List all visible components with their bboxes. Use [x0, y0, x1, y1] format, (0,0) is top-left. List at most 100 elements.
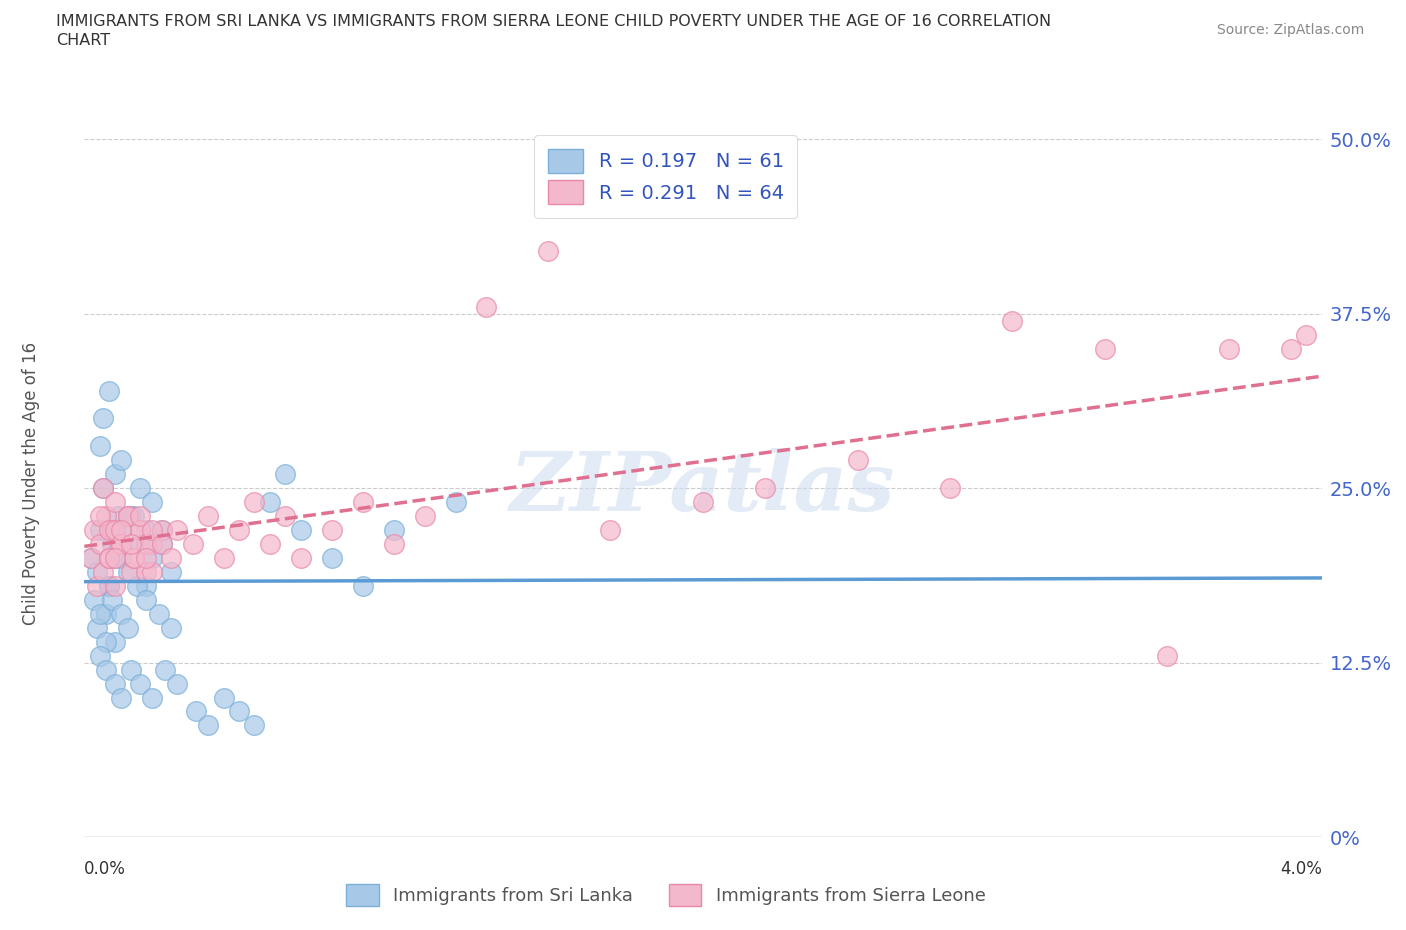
Point	[94, 509, 117, 524]
Point	[110, 523, 132, 538]
Point	[117, 620, 139, 635]
Point	[110, 537, 132, 551]
Point	[98, 551, 121, 565]
Point	[98, 578, 121, 593]
Point	[135, 523, 157, 538]
Point	[197, 509, 219, 524]
Point	[107, 509, 129, 524]
Point	[110, 690, 132, 705]
Point	[141, 565, 163, 579]
Point	[122, 509, 145, 524]
Point	[129, 481, 152, 496]
Point	[101, 523, 124, 538]
Point	[104, 676, 127, 691]
Text: 4.0%: 4.0%	[1279, 860, 1322, 878]
Point	[228, 704, 250, 719]
Point	[135, 565, 157, 579]
Point	[110, 537, 132, 551]
Point	[413, 509, 436, 524]
Point	[160, 620, 183, 635]
Point	[135, 537, 157, 551]
Point	[141, 551, 163, 565]
Point	[1094, 341, 1116, 356]
Point	[321, 551, 343, 565]
Point	[228, 523, 250, 538]
Point	[104, 523, 127, 538]
Point	[129, 676, 152, 691]
Text: IMMIGRANTS FROM SRI LANKA VS IMMIGRANTS FROM SIERRA LEONE CHILD POVERTY UNDER TH: IMMIGRANTS FROM SRI LANKA VS IMMIGRANTS …	[56, 14, 1052, 29]
Point	[120, 565, 142, 579]
Point	[89, 648, 111, 663]
Point	[274, 467, 297, 482]
Point	[120, 537, 142, 551]
Point	[243, 495, 266, 510]
Point	[110, 606, 132, 621]
Point	[129, 537, 152, 551]
Point	[382, 537, 405, 551]
Point	[141, 690, 163, 705]
Point	[120, 662, 142, 677]
Point	[599, 523, 621, 538]
Text: ZIPatlas: ZIPatlas	[510, 448, 896, 528]
Legend: Immigrants from Sri Lanka, Immigrants from Sierra Leone: Immigrants from Sri Lanka, Immigrants fr…	[333, 871, 998, 919]
Point	[444, 495, 467, 510]
Point	[86, 620, 108, 635]
Point	[91, 481, 114, 496]
Point	[129, 523, 152, 538]
Point	[135, 551, 157, 565]
Point	[274, 509, 297, 524]
Point	[91, 411, 114, 426]
Point	[135, 578, 157, 593]
Point	[117, 509, 139, 524]
Point	[166, 523, 188, 538]
Point	[110, 523, 132, 538]
Point	[150, 523, 173, 538]
Point	[181, 537, 204, 551]
Point	[98, 578, 121, 593]
Point	[120, 509, 142, 524]
Point	[129, 509, 152, 524]
Point	[110, 537, 132, 551]
Point	[89, 606, 111, 621]
Point	[475, 299, 498, 314]
Point	[83, 592, 105, 607]
Point	[110, 453, 132, 468]
Point	[1295, 327, 1317, 342]
Point	[153, 662, 176, 677]
Point	[754, 481, 776, 496]
Point	[290, 551, 312, 565]
Point	[94, 606, 117, 621]
Point	[160, 565, 183, 579]
Point	[243, 718, 266, 733]
Point	[89, 537, 111, 551]
Point	[150, 537, 173, 551]
Point	[184, 704, 207, 719]
Point	[141, 537, 163, 551]
Text: Source: ZipAtlas.com: Source: ZipAtlas.com	[1216, 23, 1364, 37]
Point	[1001, 313, 1024, 328]
Text: 0.0%: 0.0%	[84, 860, 127, 878]
Point	[104, 551, 127, 565]
Point	[212, 551, 235, 565]
Point	[537, 244, 560, 259]
Point	[94, 662, 117, 677]
Text: Child Poverty Under the Age of 16: Child Poverty Under the Age of 16	[22, 342, 39, 625]
Point	[212, 690, 235, 705]
Point	[104, 495, 127, 510]
Point	[141, 495, 163, 510]
Point	[939, 481, 962, 496]
Point	[86, 578, 108, 593]
Point	[101, 537, 124, 551]
Point	[1156, 648, 1178, 663]
Point	[259, 495, 281, 510]
Point	[692, 495, 714, 510]
Point	[110, 551, 132, 565]
Point	[352, 578, 374, 593]
Point	[104, 578, 127, 593]
Point	[101, 592, 124, 607]
Point	[83, 523, 105, 538]
Point	[89, 509, 111, 524]
Point	[141, 523, 163, 538]
Point	[98, 551, 121, 565]
Point	[846, 453, 869, 468]
